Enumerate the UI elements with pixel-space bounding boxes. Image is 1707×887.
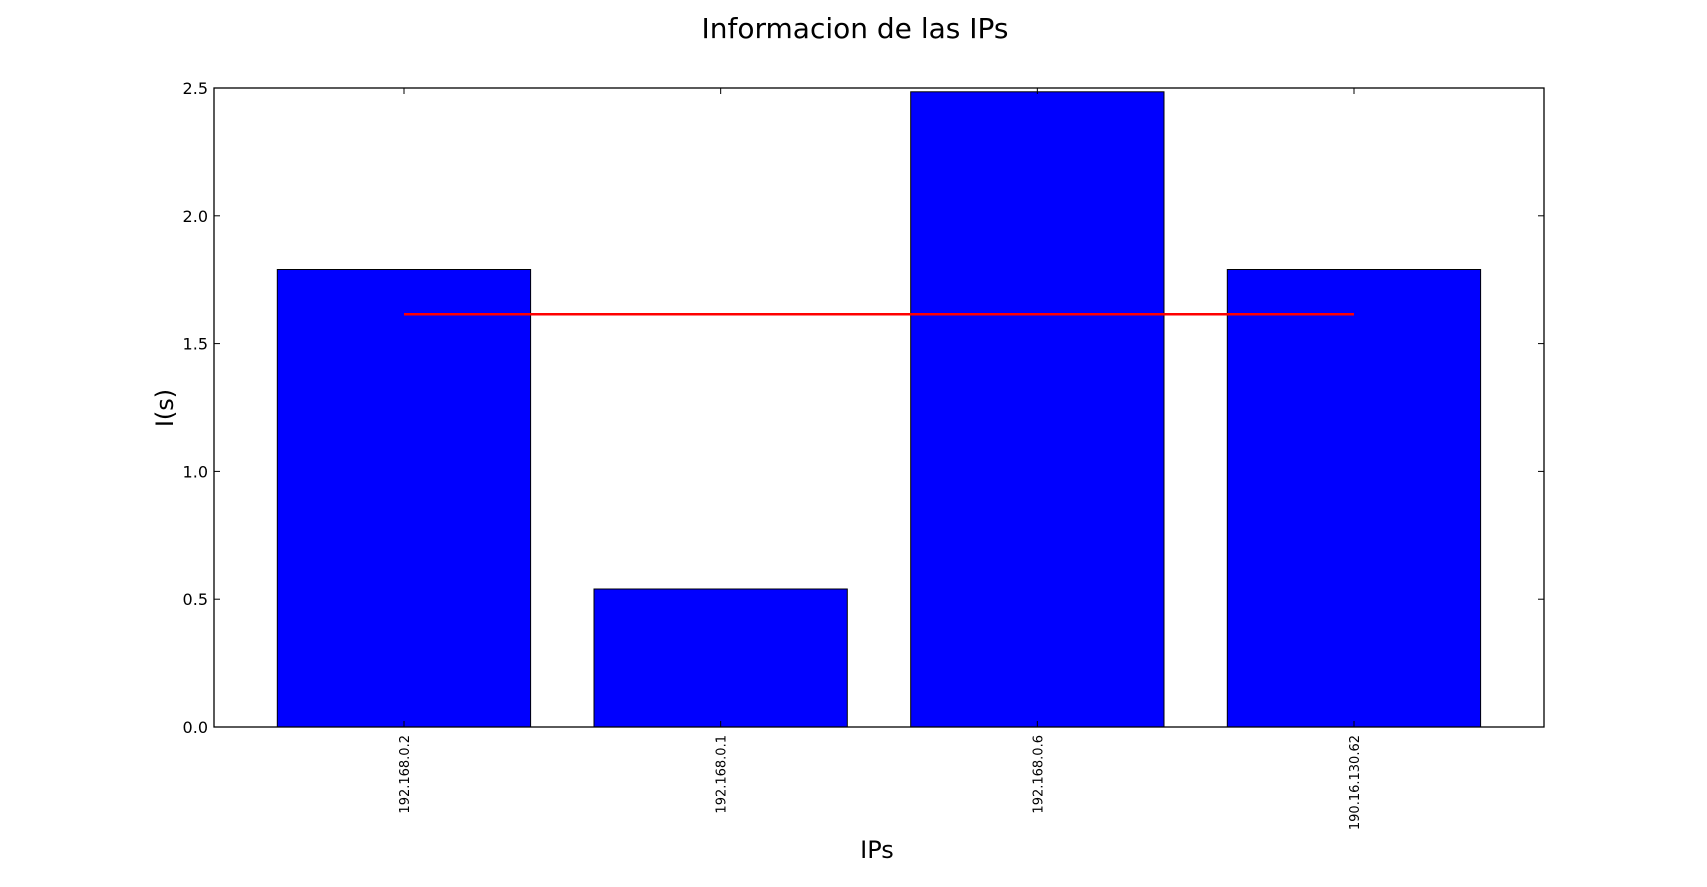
- plot-frame: [213, 87, 1545, 728]
- x-tick-label: 192.168.0.6: [1031, 735, 1046, 814]
- bar: [1226, 269, 1482, 728]
- y-tick-label: 1.5: [183, 335, 208, 354]
- chart-title: Informacion de las IPs: [702, 12, 1009, 45]
- bar: [276, 269, 532, 728]
- x-axis-label: IPs: [860, 836, 894, 864]
- bar: [593, 588, 848, 728]
- x-tick-label: 192.168.0.2: [398, 735, 413, 814]
- y-tick-label: 0.5: [183, 590, 208, 609]
- y-axis-label: I(s): [151, 389, 179, 427]
- y-tick-label: 1.0: [183, 462, 208, 481]
- y-tick-label: 2.5: [183, 79, 208, 98]
- bar: [910, 91, 1165, 728]
- x-tick-label: 192.168.0.1: [715, 735, 730, 814]
- y-tick-label: 2.0: [183, 207, 208, 226]
- x-tick-label: 190.16.130.62: [1348, 735, 1363, 830]
- plot-area: 0.0 0.5 1.0 1.5 2.0 2.5 192.168.0.2 192.168.0.1…: [183, 79, 1544, 830]
- y-tick-label: 0.0: [183, 718, 208, 737]
